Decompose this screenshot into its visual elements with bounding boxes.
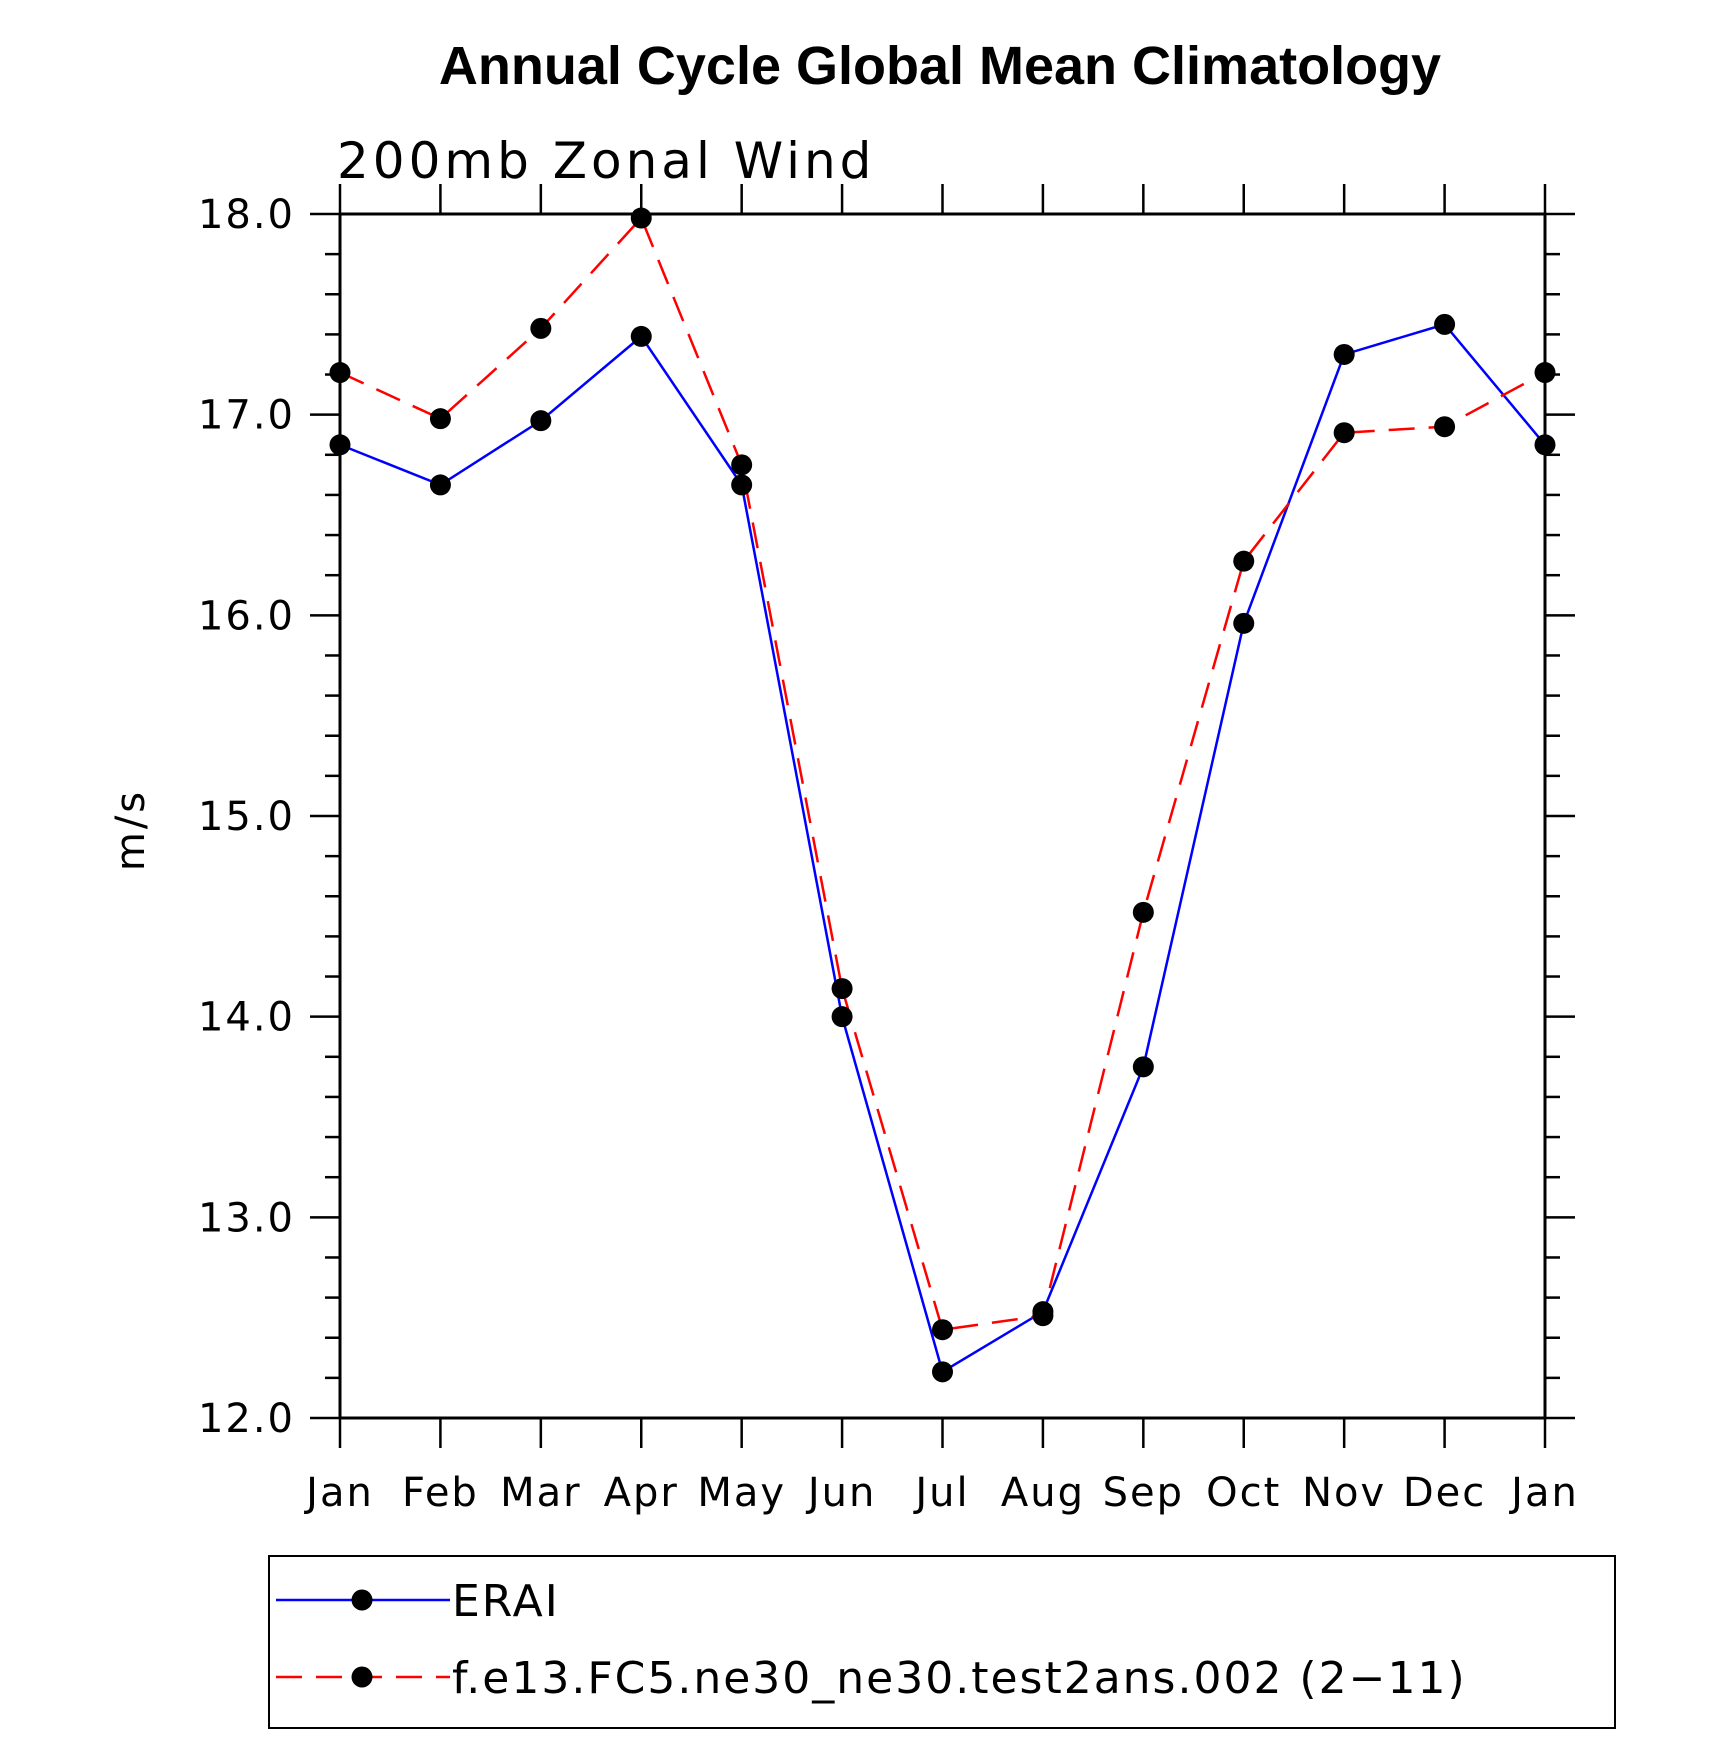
x-tick-label: Jun [805, 1470, 877, 1516]
x-tick-label: Aug [1001, 1470, 1085, 1516]
data-point-series-2 [1333, 422, 1355, 444]
data-point-series-1 [530, 410, 552, 432]
y-tick-label: 12.0 [198, 1396, 295, 1442]
x-tick-label: Jul [912, 1470, 969, 1516]
y-axis-label: m/s [108, 789, 154, 871]
x-tick-label: Apr [604, 1470, 679, 1516]
data-point-series-1 [1434, 313, 1456, 335]
legend-label-1: ERAI [452, 1576, 560, 1627]
x-tick-label: Oct [1206, 1470, 1281, 1516]
data-point-series-1 [1233, 612, 1255, 634]
data-point-series-2 [1032, 1305, 1054, 1327]
data-point-series-2 [1534, 362, 1556, 384]
data-point-series-2 [429, 408, 451, 430]
data-point-series-2 [630, 207, 652, 229]
data-point-series-2 [731, 454, 753, 476]
x-tick-label: Jan [303, 1470, 374, 1516]
data-point-series-1 [1534, 434, 1556, 456]
data-point-series-2 [1434, 416, 1456, 438]
legend-label-2: f.e13.FC5.ne30_ne30.test2ans.002 (2−11) [452, 1653, 1467, 1704]
data-point-series-1 [932, 1361, 953, 1383]
plot-frame [338, 212, 1547, 1420]
y-tick-label: 16.0 [198, 593, 295, 639]
series-line-2 [339, 215, 1546, 1332]
x-tick-label: May [697, 1470, 786, 1516]
plot-area: 12.0 13.0 14.0 15.0 16.0 17.0 18.0 Jan Feb Mar Apr… [198, 184, 1579, 1516]
data-point-series-1 [1132, 1056, 1154, 1078]
x-tick-label: Dec [1403, 1470, 1486, 1516]
y-tick-label: 13.0 [198, 1195, 295, 1241]
data-point-series-2 [1233, 550, 1255, 572]
data-point-series-2 [831, 978, 853, 1000]
data-point-series-1 [1333, 343, 1355, 365]
series-line-1 [339, 322, 1546, 1374]
x-tick-label: Sep [1103, 1470, 1184, 1516]
y-tick-label: 18.0 [198, 192, 295, 238]
x-tick-label: Nov [1302, 1470, 1386, 1516]
data-point-series-2 [1132, 901, 1154, 923]
data-point-series-2 [329, 362, 351, 384]
data-point-series-1 [329, 434, 351, 456]
data-point-series-1 [831, 1006, 853, 1028]
data-point-series-2 [932, 1319, 953, 1341]
legend: ERAI f.e13.FC5.ne30_ne30.test2ans.002 (2−… [268, 1555, 1616, 1729]
chart-subtitle: 200mb Zonal Wind [337, 132, 875, 190]
x-tick-label: Mar [500, 1470, 581, 1516]
y-tick-label: 15.0 [198, 794, 295, 840]
data-point-series-2 [530, 317, 552, 339]
x-tick-label: Jan [1508, 1470, 1579, 1516]
y-tick-label: 14.0 [198, 995, 295, 1041]
data-point-series-1 [429, 474, 451, 496]
chart-title: Annual Cycle Global Mean Climatology [439, 36, 1441, 96]
y-tick-label: 17.0 [198, 393, 295, 439]
data-point-series-1 [731, 474, 753, 496]
data-point-series-1 [630, 325, 652, 347]
legend-box [268, 1555, 1616, 1729]
legend-marker-1 [351, 1589, 373, 1611]
x-tick-label: Feb [402, 1470, 479, 1516]
legend-marker-2 [351, 1666, 373, 1688]
